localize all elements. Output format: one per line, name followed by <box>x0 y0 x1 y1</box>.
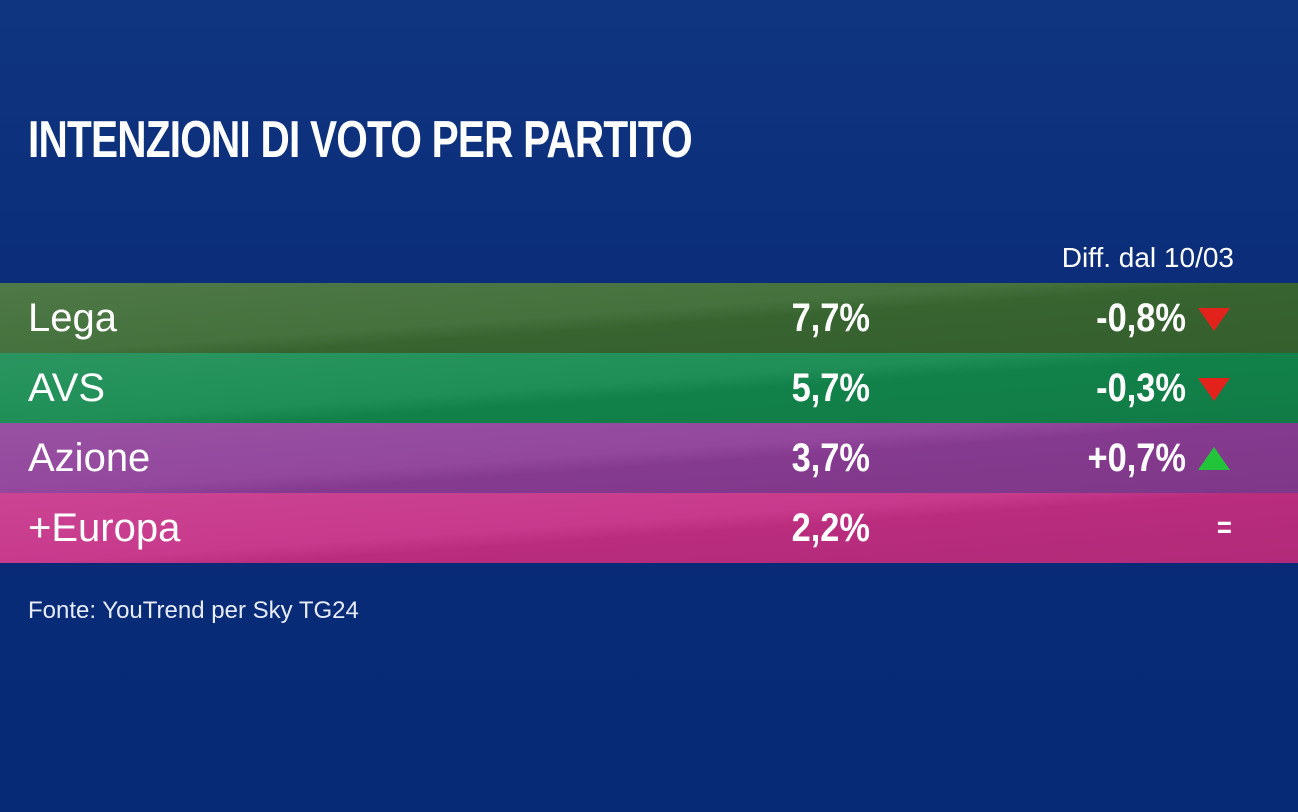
party-value: 3,7% <box>791 436 870 480</box>
party-name: +Europa <box>28 506 181 550</box>
party-diff: = <box>1216 511 1232 544</box>
party-diff: +0,7% <box>1087 436 1186 480</box>
triangle-down-icon <box>1198 378 1230 401</box>
row-shine <box>0 493 1298 563</box>
party-row: Lega 7,7% -0,8% <box>0 283 1298 353</box>
party-diff: -0,8% <box>1096 296 1186 340</box>
party-name: Azione <box>28 436 151 480</box>
party-name: Lega <box>28 296 117 340</box>
party-diff: -0,3% <box>1096 366 1186 410</box>
party-value: 5,7% <box>791 366 870 410</box>
party-row: Azione 3,7% +0,7% <box>0 423 1298 493</box>
chart-title: INTENZIONI DI VOTO PER PARTITO <box>28 111 693 169</box>
source-note: Fonte: YouTrend per Sky TG24 <box>28 597 359 624</box>
party-row: +Europa 2,2% = <box>0 493 1298 563</box>
party-table: Lega 7,7% -0,8% AVS 5,7% -0,3% Azione 3,7% +0,7%… <box>0 283 1298 563</box>
party-row: AVS 5,7% -0,3% <box>0 353 1298 423</box>
party-value: 7,7% <box>791 296 870 340</box>
triangle-up-icon <box>1198 447 1230 470</box>
triangle-down-icon <box>1198 308 1230 331</box>
diff-column-header: Diff. dal 10/03 <box>1061 242 1234 273</box>
party-value: 2,2% <box>791 506 870 550</box>
party-name: AVS <box>28 366 106 410</box>
